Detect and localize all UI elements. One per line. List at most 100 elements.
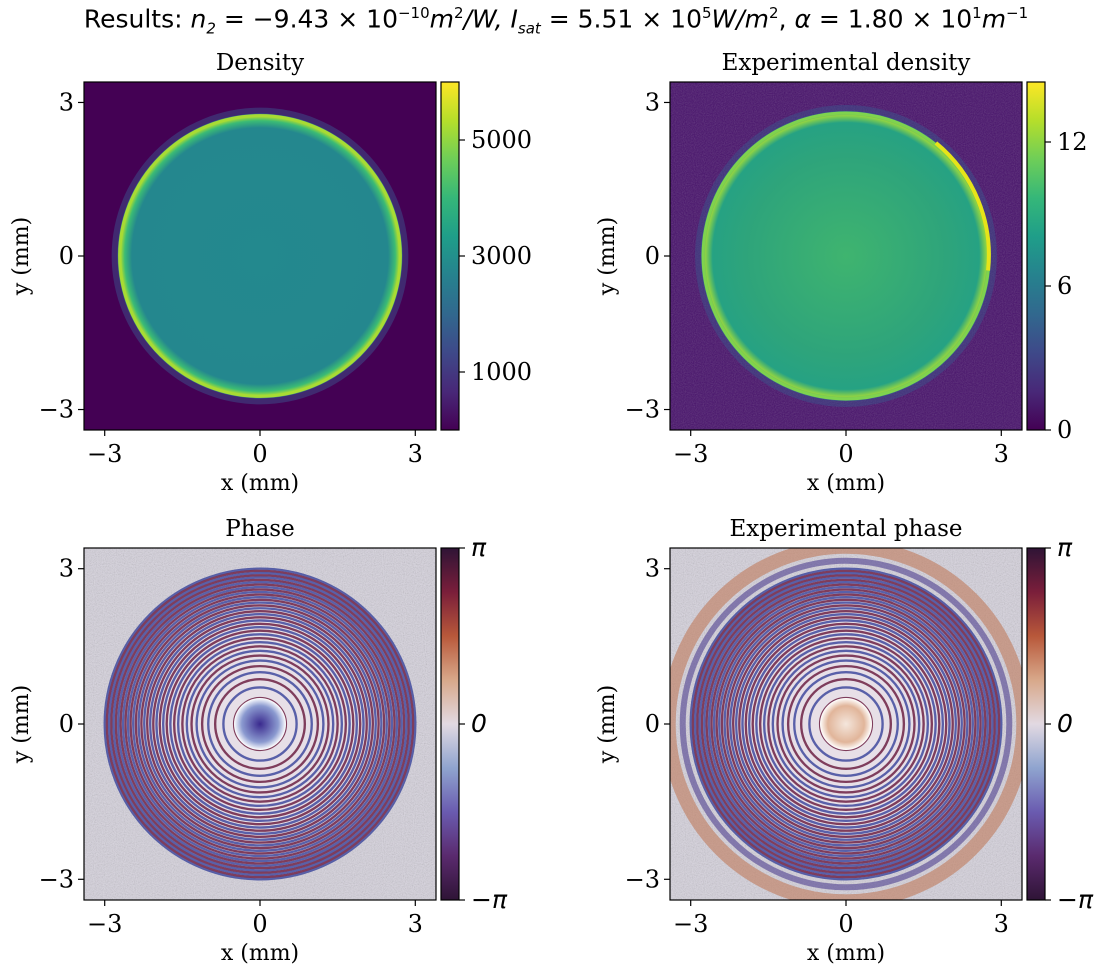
panel-1: −3 0 3 −3 0 3 Density x (mm) y (mm) 1000 3000 5000 — [9, 50, 532, 496]
fringe-ring — [169, 633, 351, 815]
fringe-ring — [723, 601, 969, 847]
fringe-ring — [771, 649, 921, 799]
panel-3: −3 0 3 −3 0 3 Phase x (mm) y (mm) −π 0 π — [9, 516, 508, 966]
fringe-ring — [744, 622, 948, 826]
density-disk — [701, 111, 991, 401]
figure-suptitle: Results: n2 = −9.43 × 10−10m2/W, Isat = … — [83, 4, 1029, 38]
x-tick-label: −3 — [87, 440, 122, 468]
fringe-ring — [105, 569, 415, 879]
fringe-ring — [720, 598, 972, 850]
fringe-ring — [707, 585, 985, 863]
x-tick-label: −3 — [87, 910, 122, 938]
x-tick-label: −3 — [673, 910, 708, 938]
x-tick-label: 3 — [994, 910, 1009, 938]
x-tick-label: 0 — [252, 440, 267, 468]
colorbar — [441, 548, 459, 900]
y-tick-label: 0 — [645, 242, 660, 270]
fringe-ring — [747, 625, 945, 823]
y-axis-label: y (mm) — [9, 217, 34, 296]
fringe-ring — [137, 601, 383, 847]
x-tick-label: 0 — [252, 910, 267, 938]
x-axis-label: x (mm) — [807, 941, 885, 966]
fringe-ring — [107, 571, 413, 877]
x-tick-label: −3 — [673, 440, 708, 468]
colorbar-frame — [1026, 81, 1046, 431]
fringe-ring — [155, 619, 365, 829]
fringe-ring — [700, 578, 992, 870]
fringe-ring — [129, 593, 391, 855]
fringe-ring — [786, 664, 906, 784]
x-axis-label: x (mm) — [221, 941, 299, 966]
x-tick-label: 0 — [838, 440, 853, 468]
x-axis-label: x (mm) — [221, 471, 299, 496]
fringe-ring — [776, 654, 916, 794]
fringe-ring — [119, 583, 401, 865]
fringe-ring — [117, 581, 403, 867]
fringe-ring — [149, 613, 371, 835]
fringe-ring — [781, 659, 911, 789]
x-tick-label: 0 — [838, 910, 853, 938]
fringe-ring — [735, 613, 957, 835]
colorbar-tick-label: 0 — [471, 709, 487, 738]
fringe-ring — [103, 567, 417, 881]
fringe-ring — [755, 633, 937, 815]
colorbar-tick-label: π — [1057, 533, 1073, 562]
fringe-ring — [140, 604, 380, 844]
heatmap-image — [670, 548, 1022, 900]
x-tick-label: 3 — [408, 910, 423, 938]
heatmap-image — [84, 82, 436, 430]
x-tick-label: 3 — [994, 440, 1009, 468]
y-tick-label: −3 — [625, 865, 660, 893]
disk-edge-ring — [118, 114, 402, 398]
fringe-ring — [689, 567, 1003, 881]
fringe-ring — [112, 576, 408, 872]
colorbar-tick-label: π — [471, 533, 487, 562]
y-axis-label: y (mm) — [595, 685, 620, 764]
fringe-ring — [200, 664, 320, 784]
fringe-ring — [710, 588, 982, 860]
fringe-ring — [152, 616, 368, 832]
fringe-ring — [158, 622, 362, 826]
fringe-ring — [703, 581, 989, 867]
fringe-ring — [124, 588, 396, 860]
fringe-ring — [143, 607, 377, 841]
fringe-ring — [799, 677, 893, 771]
phase-core — [820, 698, 872, 750]
fringe-ring — [121, 585, 399, 863]
panel-title: Experimental phase — [730, 516, 963, 542]
heatmap-image — [670, 82, 1022, 430]
colorbar-tick-label: 0 — [1057, 709, 1073, 738]
density-disk — [117, 113, 403, 399]
fringe-ring — [207, 671, 313, 777]
fringe-ring — [696, 574, 996, 874]
y-tick-label: 3 — [645, 88, 660, 116]
colorbar — [441, 82, 459, 430]
fringe-ring — [114, 578, 406, 870]
fringe-ring — [793, 671, 899, 777]
colorbar — [1027, 548, 1045, 900]
y-tick-label: −3 — [39, 396, 74, 424]
phase-core — [234, 698, 286, 750]
fringe-ring — [213, 677, 307, 771]
fringe-ring — [767, 645, 925, 803]
y-tick-label: 3 — [59, 88, 74, 116]
colorbar-tick-label: 1000 — [471, 358, 532, 386]
fringe-ring — [712, 590, 980, 858]
fringe-ring — [758, 636, 934, 812]
fringe-ring — [731, 609, 961, 839]
outer-fringe — [679, 557, 1013, 891]
colorbar-tick-label: 5000 — [471, 126, 532, 154]
y-axis-label: y (mm) — [595, 217, 620, 296]
fringe-ring — [172, 636, 348, 812]
colorbar-tick-label: 6 — [1057, 272, 1072, 300]
panel-title: Experimental density — [722, 50, 971, 76]
fringe-ring — [751, 629, 941, 819]
fringe-ring — [741, 619, 951, 829]
fringe-ring — [693, 571, 999, 877]
fringe-ring — [729, 607, 963, 841]
fringe-ring — [691, 569, 1001, 879]
y-tick-label: −3 — [625, 396, 660, 424]
colorbar-tick-label: 0 — [1057, 416, 1072, 444]
panel-4: −3 0 3 −3 0 3 Experimental phase x (mm) y (mm) −π… — [595, 516, 1094, 966]
